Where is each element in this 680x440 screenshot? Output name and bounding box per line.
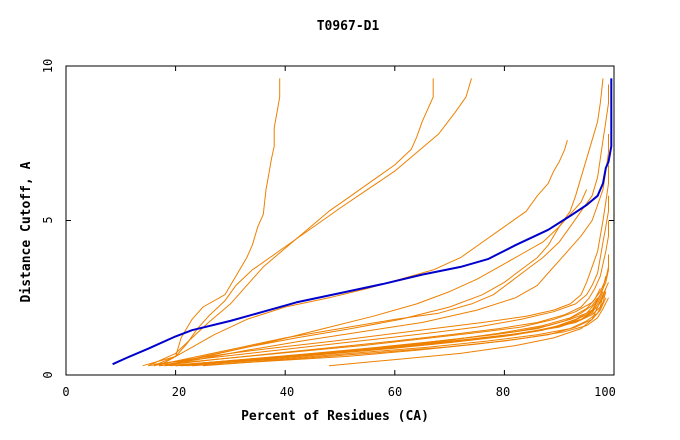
x-tick-label: 100 bbox=[594, 385, 616, 399]
y-tick-label: 0 bbox=[41, 371, 55, 378]
chart-title: T0967-D1 bbox=[317, 19, 380, 34]
series-line-20 bbox=[197, 291, 607, 365]
series-layer bbox=[112, 78, 613, 367]
series-line-24 bbox=[186, 275, 607, 367]
series-line-11 bbox=[159, 220, 609, 367]
series-line-1 bbox=[142, 78, 281, 367]
x-tick-label: 20 bbox=[172, 385, 186, 399]
series-line-10 bbox=[153, 195, 609, 365]
series-line-9 bbox=[148, 164, 609, 367]
series-line-17 bbox=[186, 300, 599, 365]
y-tick-label: 5 bbox=[41, 216, 55, 223]
series-line-7 bbox=[153, 84, 609, 367]
series-line-4 bbox=[158, 140, 568, 367]
x-tick-label: 0 bbox=[62, 385, 69, 399]
x-tick-label: 80 bbox=[496, 385, 510, 399]
highlight-series-line bbox=[112, 78, 613, 366]
series-line-5 bbox=[164, 78, 604, 367]
axis-ticks bbox=[65, 65, 615, 376]
y-axis-label: Distance Cutoff, A bbox=[19, 161, 34, 302]
series-line-22 bbox=[328, 282, 609, 367]
series-line-21 bbox=[202, 297, 607, 367]
x-tick-label: 40 bbox=[280, 385, 294, 399]
x-axis-label: Percent of Residues (CA) bbox=[241, 409, 429, 424]
series-line-3 bbox=[147, 78, 434, 367]
series-line-13 bbox=[164, 266, 609, 365]
x-tick-label: 60 bbox=[388, 385, 402, 399]
y-tick-label: 10 bbox=[41, 59, 55, 73]
series-line-23 bbox=[181, 288, 601, 367]
series-line-8 bbox=[159, 134, 609, 367]
